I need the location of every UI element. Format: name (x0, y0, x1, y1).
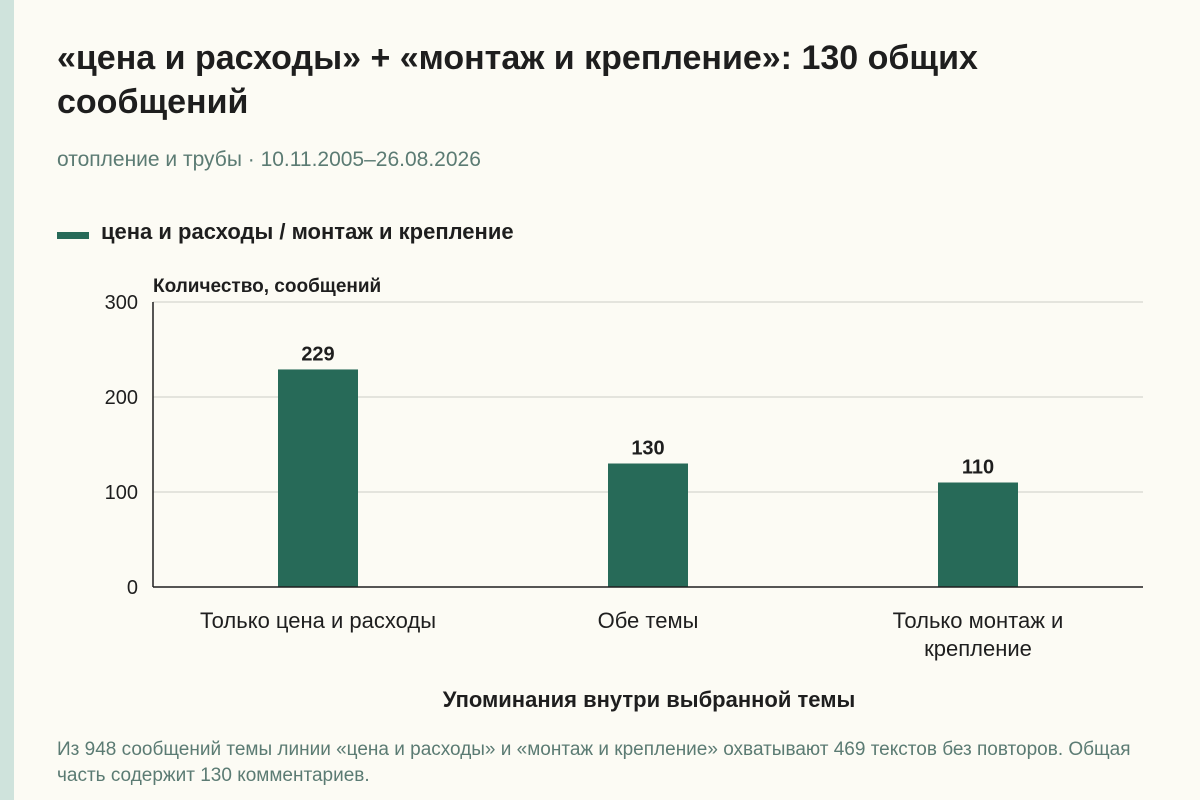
x-axis-label: Упоминания внутри выбранной темы (443, 687, 856, 712)
y-tick-label: 300 (105, 292, 138, 314)
category-label: Только монтаж и крепление (893, 608, 1064, 661)
legend-label: цена и расходы / монтаж и крепление (101, 219, 514, 244)
category-label: Обе темы (598, 608, 699, 633)
legend: цена и расходы / монтаж и крепление (57, 219, 514, 245)
bar (938, 482, 1018, 587)
legend-swatch (57, 231, 89, 239)
y-tick-label: 200 (105, 387, 138, 409)
bar (608, 463, 688, 587)
y-tick-labels: 0 100 200 300 (105, 292, 138, 599)
category-labels: Только цена и расходы Обе темы Только монт… (200, 608, 1063, 661)
data-label: 229 (301, 343, 334, 365)
y-axis-label: Количество, сообщений (153, 276, 381, 297)
chart-title: «цена и расходы» + «монтаж и крепление»:… (57, 39, 978, 121)
data-label: 130 (631, 438, 664, 460)
category-label: Только цена и расходы (200, 608, 436, 633)
data-labels: 229 130 110 (301, 343, 994, 478)
bar (278, 369, 358, 587)
bars (278, 369, 1018, 587)
side-accent-strip (0, 0, 14, 800)
data-label: 110 (962, 457, 994, 479)
footnote: Из 948 сообщений темы линии «цена и расх… (57, 739, 1131, 786)
chart-subtitle: отопление и трубы · 10.11.2005–26.08.202… (57, 148, 481, 171)
y-tick-label: 0 (127, 577, 138, 599)
y-tick-label: 100 (105, 482, 138, 504)
